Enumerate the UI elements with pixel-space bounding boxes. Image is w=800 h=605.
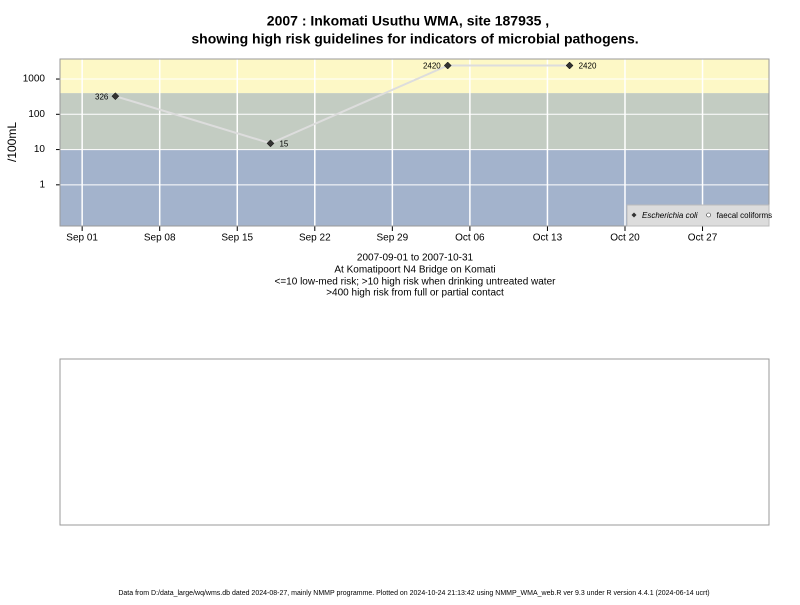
- plot-frame: [59, 58, 770, 227]
- data-point: [111, 92, 120, 101]
- chart-title: 2007 : Inkomati Usuthu WMA, site 187935 …: [267, 13, 549, 29]
- y-tick-label: 1000: [23, 74, 46, 85]
- data-label: 2420: [579, 62, 597, 71]
- subtitle: At Komatipoort N4 Bridge on Komati: [334, 265, 495, 276]
- data-point: [266, 139, 275, 148]
- y-tick-label: 100: [28, 109, 45, 120]
- legend-label: Escherichia coli: [642, 211, 698, 220]
- data-point: [565, 61, 574, 70]
- x-tick-label: Sep 22: [299, 233, 331, 244]
- x-tick-label: Oct 20: [610, 233, 640, 244]
- empty-panel: [59, 358, 770, 526]
- risk-band: [60, 93, 769, 150]
- legend-marker: [706, 212, 711, 218]
- subtitle: 2007-09-01 to 2007-10-31: [357, 253, 474, 264]
- legend-box: [626, 204, 770, 227]
- footer: Data from D:/data_large/wq/wms.db dated …: [118, 590, 709, 597]
- chart-title: showing high risk guidelines for indicat…: [191, 31, 638, 47]
- subtitle: <=10 low-med risk; >10 high risk when dr…: [275, 277, 557, 288]
- data-label: 2420: [423, 62, 441, 71]
- legend-label: faecal coliforms: [717, 211, 773, 220]
- x-tick-label: Oct 06: [455, 233, 485, 244]
- series-line: [115, 64, 570, 145]
- y-tick-label: 1: [39, 179, 45, 190]
- data-point: [443, 61, 452, 70]
- y-tick-label: 10: [34, 144, 46, 155]
- x-tick-label: Oct 13: [533, 233, 563, 244]
- legend-marker: [631, 212, 637, 218]
- x-tick-label: Sep 01: [66, 233, 98, 244]
- risk-band: [60, 59, 769, 94]
- x-tick-label: Sep 08: [144, 233, 176, 244]
- x-tick-label: Sep 15: [221, 233, 253, 244]
- data-label: 326: [95, 92, 109, 101]
- y-axis-label: /100mL: [5, 122, 19, 162]
- data-label: 15: [279, 139, 288, 148]
- x-tick-label: Oct 27: [688, 233, 718, 244]
- x-tick-label: Sep 29: [376, 233, 408, 244]
- subtitle: >400 high risk from full or partial cont…: [326, 288, 504, 299]
